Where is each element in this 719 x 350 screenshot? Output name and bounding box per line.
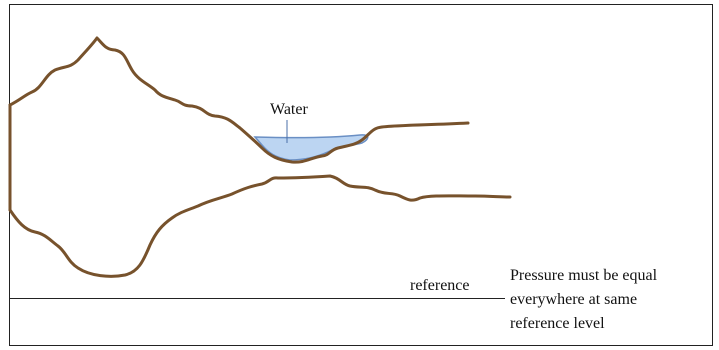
note-line: reference level: [510, 315, 605, 332]
note-line: Pressure must be equal: [510, 267, 658, 284]
note-line: everywhere at same: [510, 291, 637, 308]
diagram: Water reference Pressure must be equal e…: [0, 0, 719, 350]
water-label: Water: [270, 101, 308, 118]
reference-label: reference: [410, 277, 470, 294]
